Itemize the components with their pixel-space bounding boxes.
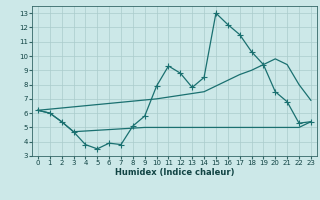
X-axis label: Humidex (Indice chaleur): Humidex (Indice chaleur) [115,168,234,177]
